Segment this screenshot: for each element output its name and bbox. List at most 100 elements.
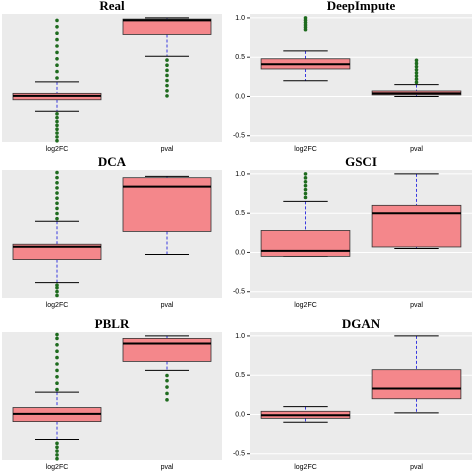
y-tick-label: 0.5 — [235, 372, 245, 379]
box — [371, 204, 462, 248]
outlier — [55, 69, 59, 74]
x-tick-label: log2FC — [46, 302, 69, 309]
outlier — [55, 37, 59, 42]
outlier — [303, 172, 308, 176]
x-tick-label: log2FC — [46, 464, 69, 471]
outlier — [414, 58, 419, 63]
panel-title: DGAN — [342, 316, 381, 331]
outlier — [303, 191, 308, 196]
x-tick-label: log2FC — [294, 464, 317, 471]
panel-title: DeepImpute — [327, 0, 396, 13]
outlier — [165, 89, 169, 93]
outlier — [55, 285, 59, 290]
box — [371, 369, 462, 400]
outlier — [55, 283, 59, 288]
outlier — [55, 381, 59, 386]
outlier — [303, 16, 308, 20]
outlier — [414, 67, 419, 72]
x-tick-label: pval — [161, 464, 174, 471]
outlier — [55, 76, 59, 80]
x-tick-label: log2FC — [294, 146, 317, 153]
y-tick-label: 1.0 — [235, 171, 245, 178]
outlier — [55, 206, 59, 211]
outlier — [55, 123, 59, 128]
outlier — [165, 83, 169, 88]
outlier — [165, 73, 169, 78]
y-tick-label: -0.5 — [233, 133, 245, 140]
outlier — [55, 138, 59, 143]
outlier — [165, 373, 169, 378]
y-tick-label: 0.0 — [235, 249, 245, 256]
outlier — [55, 445, 59, 450]
outlier — [55, 115, 59, 120]
x-tick-label: pval — [161, 146, 174, 153]
x-tick-label: log2FC — [294, 302, 317, 309]
outlier — [165, 63, 169, 67]
outlier — [55, 293, 59, 298]
outlier — [55, 31, 59, 35]
outlier — [55, 201, 59, 206]
outlier — [55, 343, 59, 347]
outlier — [55, 25, 59, 29]
outlier — [55, 44, 59, 48]
outlier — [55, 175, 59, 180]
outlier — [414, 77, 419, 81]
plot-background — [2, 14, 222, 142]
outlier — [303, 176, 308, 180]
outlier — [55, 453, 59, 457]
outlier — [303, 179, 308, 184]
plot-background — [250, 14, 472, 142]
outlier — [165, 398, 169, 402]
outlier — [55, 131, 59, 135]
outlier — [414, 61, 419, 66]
panel-title: Real — [99, 0, 125, 13]
outlier — [303, 183, 308, 188]
y-tick-label: 0.5 — [235, 210, 245, 217]
outlier — [303, 195, 308, 200]
outlier — [55, 375, 59, 379]
outlier — [414, 71, 419, 75]
y-tick-label: -0.5 — [233, 451, 245, 458]
outlier — [165, 378, 169, 383]
outlier — [165, 68, 169, 73]
outlier — [55, 57, 59, 61]
outlier — [55, 119, 59, 124]
outlier — [414, 74, 419, 78]
outlier — [55, 112, 59, 116]
outlier — [55, 216, 59, 221]
x-tick-label: pval — [410, 302, 423, 309]
outlier — [55, 368, 59, 373]
outlier — [55, 456, 59, 461]
outlier — [55, 211, 59, 216]
outlier — [303, 187, 308, 192]
y-tick-label: -0.5 — [233, 289, 245, 296]
outlier — [55, 336, 59, 341]
outlier — [55, 362, 59, 366]
outlier — [55, 332, 59, 337]
outlier — [55, 50, 59, 55]
outlier — [165, 94, 169, 98]
x-tick-label: pval — [410, 464, 423, 471]
y-tick-label: 0.5 — [235, 54, 245, 61]
box — [122, 337, 212, 362]
y-tick-label: 0.0 — [235, 411, 245, 418]
y-tick-label: 0.0 — [235, 93, 245, 100]
outlier — [55, 186, 59, 190]
outlier — [55, 18, 59, 23]
box — [122, 18, 212, 35]
x-tick-label: log2FC — [46, 146, 69, 153]
box — [260, 230, 351, 257]
outlier — [165, 391, 169, 396]
panel-title: GSCI — [345, 154, 377, 169]
outlier — [55, 289, 59, 294]
outlier — [55, 196, 59, 200]
y-tick-label: 1.0 — [235, 333, 245, 340]
outlier — [55, 355, 59, 360]
outlier — [55, 181, 59, 185]
outlier — [55, 127, 59, 131]
outlier — [55, 63, 59, 67]
outlier — [165, 78, 169, 83]
outlier — [55, 170, 59, 175]
outlier — [55, 441, 59, 446]
